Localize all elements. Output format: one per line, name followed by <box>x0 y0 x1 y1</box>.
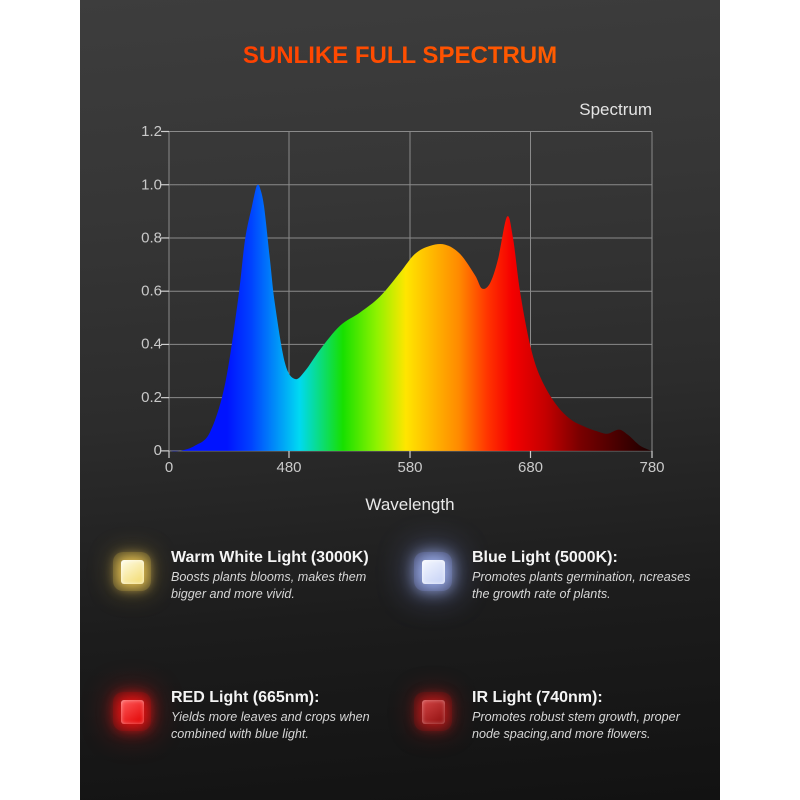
svg-text:Wavelength: Wavelength <box>365 495 454 514</box>
svg-text:0.6: 0.6 <box>141 283 162 300</box>
svg-text:1.2: 1.2 <box>141 123 162 140</box>
svg-text:0.4: 0.4 <box>141 336 162 353</box>
svg-text:0.2: 0.2 <box>141 389 162 406</box>
svg-text:480: 480 <box>276 459 301 476</box>
svg-text:Spectrum: Spectrum <box>579 100 652 119</box>
svg-text:0.8: 0.8 <box>141 230 162 247</box>
svg-text:1.0: 1.0 <box>141 177 162 194</box>
svg-text:780: 780 <box>639 459 664 476</box>
svg-text:0: 0 <box>165 459 173 476</box>
svg-text:580: 580 <box>397 459 422 476</box>
svg-text:680: 680 <box>518 459 543 476</box>
svg-text:0: 0 <box>154 442 162 459</box>
